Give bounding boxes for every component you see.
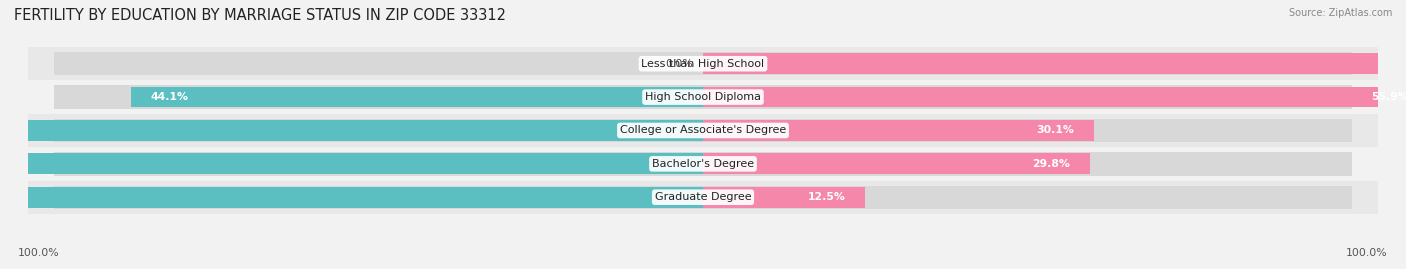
Text: 100.0%: 100.0% (18, 248, 60, 258)
Text: Source: ZipAtlas.com: Source: ZipAtlas.com (1288, 8, 1392, 18)
Text: 29.8%: 29.8% (1032, 159, 1070, 169)
Bar (131, 87, 703, 107)
Text: 44.1%: 44.1% (150, 92, 188, 102)
Bar (28, 80, 1378, 114)
Bar (28, 180, 1378, 214)
Text: Graduate Degree: Graduate Degree (655, 192, 751, 202)
Bar (703, 187, 865, 208)
Text: High School Diploma: High School Diploma (645, 92, 761, 102)
Text: 30.1%: 30.1% (1036, 125, 1074, 136)
Bar (53, 119, 1353, 142)
Bar (53, 152, 1353, 175)
Bar (0, 120, 703, 141)
Bar (0, 187, 703, 208)
Bar (28, 47, 1378, 80)
Text: 55.9%: 55.9% (1371, 92, 1406, 102)
Bar (703, 87, 1406, 107)
Text: 100.0%: 100.0% (1346, 248, 1388, 258)
Bar (28, 147, 1378, 180)
Bar (703, 120, 1094, 141)
Bar (53, 86, 1353, 109)
Bar (53, 186, 1353, 209)
Text: 0.0%: 0.0% (665, 59, 693, 69)
Text: Less than High School: Less than High School (641, 59, 765, 69)
Bar (703, 53, 1406, 74)
Bar (0, 154, 703, 174)
Text: Bachelor's Degree: Bachelor's Degree (652, 159, 754, 169)
Bar (28, 114, 1378, 147)
Text: FERTILITY BY EDUCATION BY MARRIAGE STATUS IN ZIP CODE 33312: FERTILITY BY EDUCATION BY MARRIAGE STATU… (14, 8, 506, 23)
Text: College or Associate's Degree: College or Associate's Degree (620, 125, 786, 136)
Bar (53, 52, 1353, 75)
Bar (703, 154, 1090, 174)
Text: 12.5%: 12.5% (808, 192, 846, 202)
